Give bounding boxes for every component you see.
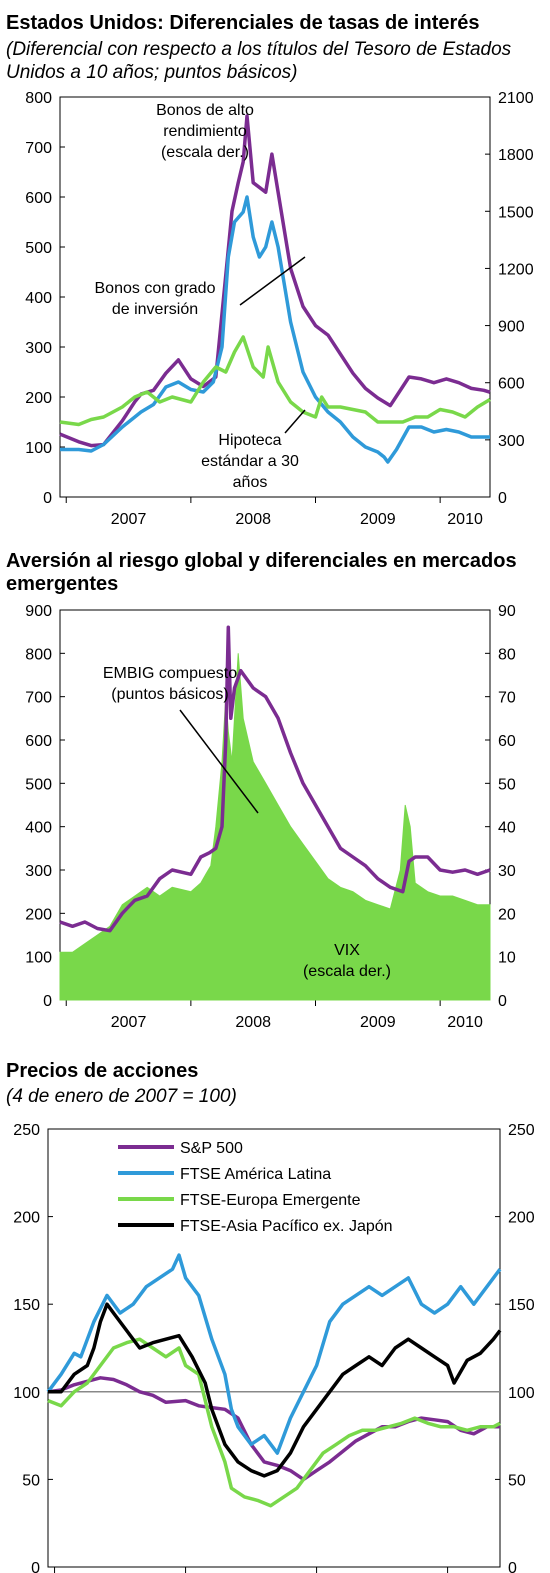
annotation-vix: (escala der.)	[303, 963, 391, 980]
right-tick-label: 900	[498, 319, 525, 336]
left-tick-label: 600	[25, 733, 52, 750]
left-tick-label: 200	[13, 1210, 40, 1227]
right-tick-label: 0	[498, 490, 507, 507]
left-tick-label: 800	[25, 90, 52, 107]
annotation-investment-grade: de inversión	[112, 301, 198, 318]
right-tick-label: 100	[508, 1385, 535, 1402]
annotation-high-yield: rendimiento	[163, 123, 247, 140]
right-tick-label: 30	[498, 863, 516, 880]
annotation-investment-grade: Bonos con grado	[95, 280, 216, 297]
area-vix-escala-der	[59, 653, 491, 1001]
right-tick-label: 300	[498, 433, 525, 450]
left-tick-label: 0	[31, 1560, 40, 1573]
left-tick-label: 50	[22, 1472, 40, 1489]
legend-label: S&P 500	[180, 1140, 243, 1157]
annotation-embig-pointer	[179, 709, 259, 814]
chart-3-title: Precios de acciones	[6, 1060, 199, 1082]
line-bonos-con-grado-de-inversi-n	[60, 195, 490, 464]
line-hipoteca-est-ndar-a-30-a-os	[59, 335, 491, 427]
interest-spread-chart: 0 100 200 300 400 500 600 700 800 0 300 600 900 1200 1…	[25, 90, 534, 528]
left-tick-label: 300	[25, 863, 52, 880]
left-tick-label: 800	[25, 646, 52, 663]
annotation-mortgage: Hipoteca	[218, 432, 281, 449]
x-tick-label: 2008	[235, 1014, 271, 1031]
left-tick-label: 200	[25, 906, 52, 923]
right-tick-label: 150	[508, 1297, 535, 1314]
right-tick-label: 200	[508, 1210, 535, 1227]
x-tick-label: 2007	[111, 1014, 147, 1031]
right-tick-label: 60	[498, 733, 516, 750]
stock-prices-chart: 0501001502002500501001502002502007200820…	[13, 1122, 535, 1573]
annotation-mortgage-pointer	[284, 409, 306, 434]
right-tick-label: 20	[498, 906, 516, 923]
annotation-vix: VIX	[334, 942, 360, 959]
right-tick-label: 70	[498, 690, 516, 707]
left-tick-label: 500	[25, 776, 52, 793]
x-tick-label: 2009	[360, 511, 396, 528]
right-tick-label: 90	[498, 603, 516, 620]
x-tick-label: 2009	[360, 1014, 396, 1031]
line-embig-compuesto-puntos-b-sicos	[59, 625, 491, 933]
left-tick-label: 900	[25, 603, 52, 620]
right-tick-label: 50	[508, 1472, 526, 1489]
line-s-p-500	[47, 1376, 500, 1482]
chart-1-subtitle: (Diferencial con respecto a los títulos …	[6, 39, 512, 83]
legend-label: FTSE-Europa Emergente	[180, 1192, 361, 1209]
annotation-embig: (puntos básicos)	[111, 686, 228, 703]
right-tick-label: 1800	[498, 147, 534, 164]
right-tick-label: 80	[498, 646, 516, 663]
left-tick-label: 300	[25, 340, 52, 357]
x-tick-label: 2010	[447, 511, 483, 528]
left-tick-label: 250	[13, 1122, 40, 1139]
right-tick-label: 40	[498, 820, 516, 837]
right-tick-label: 50	[498, 776, 516, 793]
left-tick-label: 100	[25, 950, 52, 967]
plot-frame	[47, 1128, 501, 1568]
annotation-embig: EMBIG compuesto	[103, 665, 237, 682]
right-tick-label: 10	[498, 950, 516, 967]
right-tick-label: 1200	[498, 261, 534, 278]
left-tick-label: 200	[25, 390, 52, 407]
left-tick-label: 150	[13, 1297, 40, 1314]
left-tick-label: 600	[25, 190, 52, 207]
chart-2-title: Aversión al riesgo global y diferenciale…	[6, 550, 517, 595]
x-tick-label: 2007	[111, 511, 147, 528]
annotation-investment-grade-pointer	[239, 256, 306, 306]
x-tick-label: 2008	[235, 511, 271, 528]
left-tick-label: 100	[13, 1385, 40, 1402]
risk-aversion-chart: 0 100 200 300 400 500 600 700 800 900 0 10 20 30 40 50 6…	[25, 603, 516, 1031]
chart-3-subtitle: (4 de enero de 2007 = 100)	[6, 1086, 237, 1107]
legend-label: FTSE América Latina	[180, 1166, 331, 1183]
left-tick-label: 0	[43, 993, 52, 1010]
left-tick-label: 400	[25, 820, 52, 837]
right-tick-label: 600	[498, 376, 525, 393]
right-tick-label: 2100	[498, 90, 534, 107]
left-tick-label: 700	[25, 690, 52, 707]
line-ftse-am-rica-latina	[46, 1253, 502, 1455]
left-tick-label: 500	[25, 240, 52, 257]
left-tick-label: 100	[25, 440, 52, 457]
right-tick-label: 1500	[498, 204, 534, 221]
left-tick-label: 0	[43, 490, 52, 507]
line-ftse-asia-pac-fico-ex-jap-n	[48, 1302, 502, 1478]
x-tick-label: 2010	[447, 1014, 483, 1031]
line-ftse-europa-emergente	[47, 1337, 501, 1508]
legend-label: FTSE-Asia Pacífico ex. Japón	[180, 1218, 393, 1235]
annotation-high-yield: Bonos de alto	[156, 102, 254, 119]
annotation-high-yield: (escala der.)	[161, 144, 249, 161]
chart-1-title: Estados Unidos: Diferenciales de tasas d…	[6, 12, 480, 34]
left-tick-label: 400	[25, 290, 52, 307]
right-tick-label: 0	[498, 993, 507, 1010]
right-tick-label: 0	[508, 1560, 517, 1573]
right-tick-label: 250	[508, 1122, 535, 1139]
annotation-mortgage: estándar a 30	[201, 453, 299, 470]
left-tick-label: 700	[25, 140, 52, 157]
annotation-mortgage: años	[233, 474, 268, 491]
